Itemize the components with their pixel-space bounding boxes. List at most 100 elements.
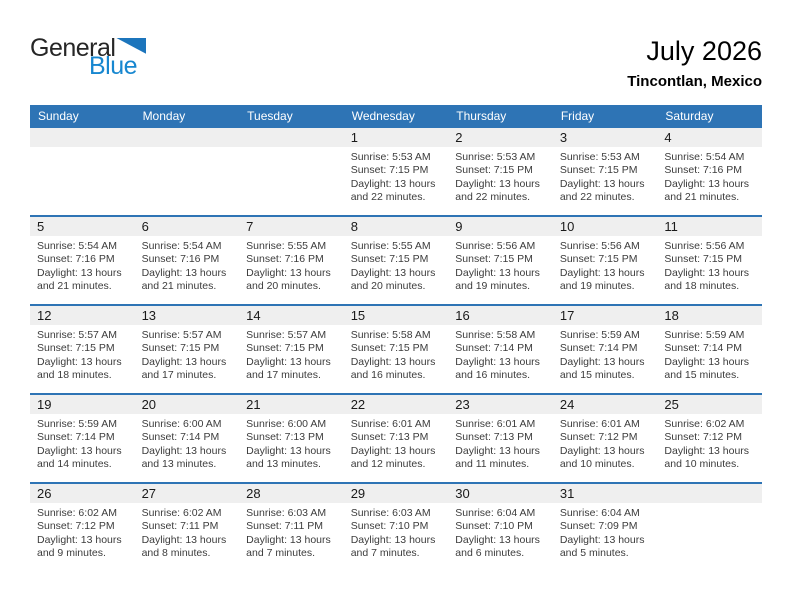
sunrise-text: Sunrise: 5:55 AM: [350, 240, 431, 252]
day-details: Sunrise: 5:54 AM Sunset: 7:16 PM Daylight:…: [657, 147, 762, 205]
sunrise-text: Sunrise: 5:56 AM: [664, 240, 745, 252]
day-details: Sunrise: 6:01 AM Sunset: 7:13 PM Daylight:…: [344, 414, 449, 472]
calendar-cell-day-2: 2 Sunrise: 5:53 AM Sunset: 7:15 PM Daylight…: [448, 128, 553, 215]
calendar-table: Sunday Monday Tuesday Wednesday Thursday Frid…: [30, 105, 762, 571]
sunrise-text: Sunrise: 5:53 AM: [350, 151, 431, 163]
sunrise-text: Sunrise: 6:03 AM: [246, 507, 327, 519]
sunset-text: Sunset: 7:13 PM: [246, 431, 324, 444]
day-number: 19: [30, 395, 135, 414]
day-number: 16: [448, 306, 553, 325]
day-number: 1: [343, 128, 449, 147]
calendar-cell-day-4: 4 Sunrise: 5:54 AM Sunset: 7:16 PM Daylight…: [657, 128, 762, 215]
calendar-cell-empty: [657, 484, 762, 571]
logo-text-blue: Blue: [89, 52, 138, 80]
day-details: Sunrise: 6:04 AM Sunset: 7:10 PM Daylight:…: [448, 503, 553, 561]
calendar-cell-day-19: 19 Sunrise: 5:59 AM Sunset: 7:14 PM Dayligh…: [30, 395, 135, 482]
daylight-text-line1: Daylight: 13 hours: [141, 355, 227, 368]
day-number: 20: [134, 395, 240, 414]
sunset-text: Sunset: 7:15 PM: [559, 164, 638, 177]
daylight-text-line2: and 13 minutes.: [141, 458, 217, 471]
day-details: Sunrise: 6:00 AM Sunset: 7:13 PM Daylight:…: [239, 414, 344, 472]
daylight-text-line2: and 8 minutes.: [141, 547, 211, 560]
sunrise-text: Sunrise: 6:02 AM: [141, 507, 222, 519]
sunrise-text: Sunrise: 6:00 AM: [246, 418, 327, 430]
daylight-text-line2: and 18 minutes.: [37, 369, 112, 382]
daylight-text-line2: and 12 minutes.: [350, 458, 426, 471]
sunset-text: Sunset: 7:13 PM: [455, 431, 533, 444]
day-details: Sunrise: 5:54 AM Sunset: 7:16 PM Daylight:…: [135, 236, 240, 294]
sunrise-text: Sunrise: 5:54 AM: [141, 240, 222, 252]
sunset-text: Sunset: 7:16 PM: [37, 253, 115, 266]
day-details: Sunrise: 6:01 AM Sunset: 7:13 PM Daylight:…: [448, 414, 553, 472]
sunset-text: Sunset: 7:15 PM: [455, 164, 533, 177]
sunrise-text: Sunrise: 5:56 AM: [559, 240, 640, 252]
day-number: 8: [343, 217, 449, 236]
sunset-text: Sunset: 7:14 PM: [664, 342, 743, 355]
day-number: 17: [552, 306, 658, 325]
daylight-text-line2: and 10 minutes.: [559, 458, 635, 471]
calendar-cell-day-12: 12 Sunrise: 5:57 AM Sunset: 7:15 PM Dayligh…: [30, 306, 135, 393]
daylight-text-line2: and 20 minutes.: [246, 280, 321, 293]
calendar-cell-empty: [30, 128, 135, 215]
sunrise-text: Sunrise: 5:59 AM: [664, 329, 745, 341]
sunset-text: Sunset: 7:13 PM: [350, 431, 429, 444]
day-details: Sunrise: 5:53 AM Sunset: 7:15 PM Daylight:…: [344, 147, 449, 205]
sunset-text: Sunset: 7:12 PM: [664, 431, 743, 444]
week-row: 19 Sunrise: 5:59 AM Sunset: 7:14 PM Dayligh…: [30, 393, 762, 482]
daylight-text-line1: Daylight: 13 hours: [246, 355, 331, 368]
day-details: Sunrise: 5:57 AM Sunset: 7:15 PM Daylight:…: [135, 325, 240, 383]
sunset-text: Sunset: 7:14 PM: [559, 342, 638, 355]
daylight-text-line1: Daylight: 13 hours: [455, 444, 540, 457]
sunrise-text: Sunrise: 5:55 AM: [246, 240, 327, 252]
general-blue-logo: General Blue: [30, 36, 147, 80]
sunset-text: Sunset: 7:15 PM: [455, 253, 533, 266]
sunrise-text: Sunrise: 6:01 AM: [455, 418, 536, 430]
daylight-text-line1: Daylight: 13 hours: [664, 444, 750, 457]
sunrise-text: Sunrise: 5:56 AM: [455, 240, 536, 252]
day-number: [30, 128, 135, 147]
daylight-text-line1: Daylight: 13 hours: [664, 355, 750, 368]
day-details: Sunrise: 5:59 AM Sunset: 7:14 PM Daylight:…: [657, 325, 762, 383]
daylight-text-line1: Daylight: 13 hours: [246, 444, 331, 457]
day-details: Sunrise: 5:56 AM Sunset: 7:15 PM Daylight:…: [448, 236, 553, 294]
daylight-text-line2: and 16 minutes.: [350, 369, 426, 382]
sunset-text: Sunset: 7:15 PM: [350, 253, 429, 266]
daylight-text-line1: Daylight: 13 hours: [559, 444, 645, 457]
daylight-text-line2: and 19 minutes.: [455, 280, 530, 293]
week-row: 12 Sunrise: 5:57 AM Sunset: 7:15 PM Dayligh…: [30, 304, 762, 393]
daylight-text-line1: Daylight: 13 hours: [350, 444, 436, 457]
weeks-container: 1 Sunrise: 5:53 AM Sunset: 7:15 PM Daylight…: [30, 126, 762, 571]
day-number: 28: [239, 484, 344, 503]
sunset-text: Sunset: 7:11 PM: [141, 520, 219, 533]
day-details: Sunrise: 5:56 AM Sunset: 7:15 PM Daylight:…: [657, 236, 762, 294]
day-details: Sunrise: 6:02 AM Sunset: 7:12 PM Daylight:…: [657, 414, 762, 472]
day-number: 25: [657, 395, 762, 414]
daylight-text-line1: Daylight: 13 hours: [141, 266, 227, 279]
day-details: Sunrise: 6:02 AM Sunset: 7:11 PM Daylight:…: [135, 503, 240, 561]
sunrise-text: Sunrise: 5:57 AM: [37, 329, 117, 341]
calendar-cell-day-25: 25 Sunrise: 6:02 AM Sunset: 7:12 PM Dayligh…: [657, 395, 762, 482]
day-number: 12: [30, 306, 135, 325]
daylight-text-line2: and 19 minutes.: [559, 280, 635, 293]
weekday-label-saturday: Saturday: [665, 108, 714, 123]
day-number: 21: [239, 395, 344, 414]
sunrise-text: Sunrise: 5:57 AM: [246, 329, 327, 341]
sunset-text: Sunset: 7:15 PM: [559, 253, 638, 266]
day-number: 27: [134, 484, 240, 503]
daylight-text-line2: and 17 minutes.: [141, 369, 217, 382]
sunrise-text: Sunrise: 6:02 AM: [37, 507, 117, 519]
daylight-text-line1: Daylight: 13 hours: [455, 177, 540, 190]
day-number: 11: [657, 217, 762, 236]
calendar-cell-empty: [134, 128, 240, 215]
daylight-text-line2: and 13 minutes.: [246, 458, 321, 471]
sunset-text: Sunset: 7:11 PM: [246, 520, 323, 533]
calendar-cell-day-23: 23 Sunrise: 6:01 AM Sunset: 7:13 PM Dayligh…: [448, 395, 553, 482]
calendar-cell-day-31: 31 Sunrise: 6:04 AM Sunset: 7:09 PM Dayligh…: [552, 484, 658, 571]
title-block: July 2026 Tincontlan, Mexico: [627, 36, 762, 90]
day-details: Sunrise: 5:59 AM Sunset: 7:14 PM Daylight:…: [30, 414, 135, 472]
day-number: 2: [448, 128, 553, 147]
daylight-text-line1: Daylight: 13 hours: [37, 266, 122, 279]
day-number: [657, 484, 762, 503]
daylight-text-line2: and 6 minutes.: [455, 547, 525, 560]
day-number: 23: [448, 395, 553, 414]
